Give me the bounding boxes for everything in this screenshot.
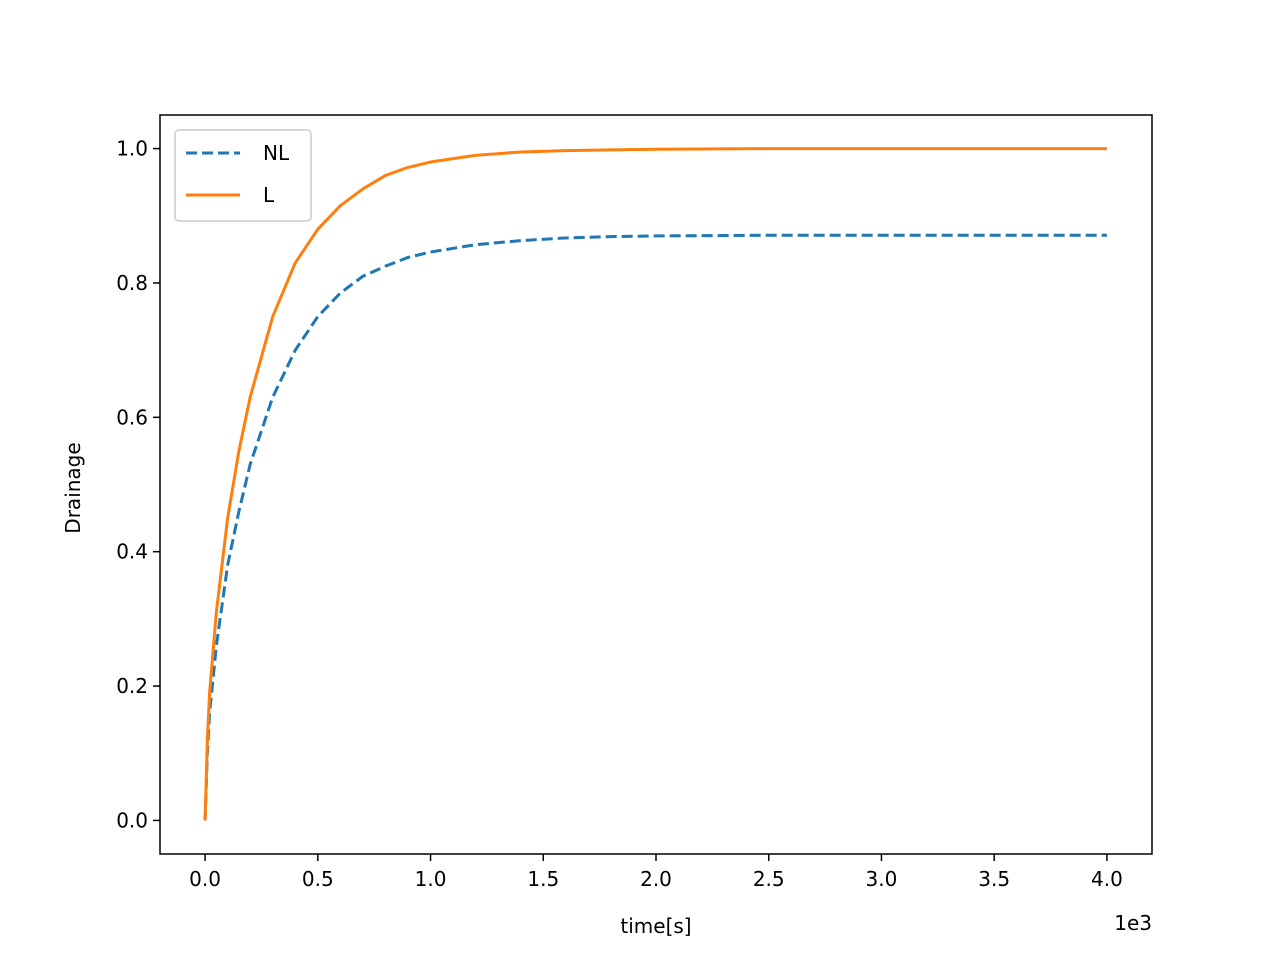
x-tick-label: 4.0 [1091, 867, 1123, 891]
x-axis-label: time[s] [620, 914, 691, 938]
series-line-l [203, 147, 1107, 821]
plot-lines [203, 147, 1107, 821]
legend-label-nl: NL [263, 141, 290, 165]
y-tick-label: 0.2 [116, 674, 148, 698]
x-tick-label: 3.5 [978, 867, 1010, 891]
x-axis-offset-label: 1e3 [1114, 911, 1152, 935]
x-tick-label: 2.0 [640, 867, 672, 891]
y-tick-label: 0.0 [116, 808, 148, 832]
y-tick-label: 0.6 [116, 405, 148, 429]
y-axis-label: Drainage [61, 442, 85, 533]
x-tick-label: 0.0 [189, 867, 221, 891]
x-tick-label: 2.5 [753, 867, 785, 891]
x-tick-label: 0.5 [302, 867, 334, 891]
y-tick-label: 0.8 [116, 271, 148, 295]
legend-box [174, 129, 312, 222]
legend-label-l: L [263, 183, 275, 207]
x-tick-label: 1.0 [415, 867, 447, 891]
y-tick-label: 1.0 [116, 137, 148, 161]
y-tick-label: 0.4 [116, 540, 148, 564]
x-axis-ticks: 0.0 0.5 1.0 1.5 2.0 2.5 3.0 3.5 4.0 [189, 854, 1123, 891]
series-line-nl [203, 233, 1107, 821]
y-axis-ticks: 0.0 0.2 0.4 0.6 0.8 1.0 [116, 137, 160, 832]
legend: NL L [174, 129, 312, 222]
x-tick-label: 3.0 [866, 867, 898, 891]
x-tick-label: 1.5 [527, 867, 559, 891]
